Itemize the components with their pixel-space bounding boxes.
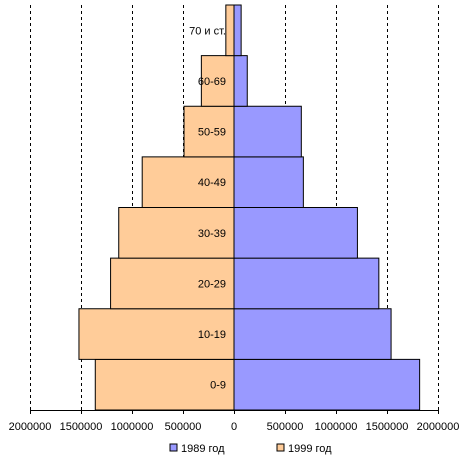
x-tick-label: 2000000 (417, 421, 460, 433)
category-label: 20-29 (198, 278, 226, 290)
x-tick-label: 1000000 (315, 421, 358, 433)
x-tick-label: 1000000 (111, 421, 154, 433)
bar-right (233, 4, 242, 57)
category-label: 0-9 (210, 380, 226, 392)
x-axis: 2000000 1500000 1000000 500000 0 500000 100000… (9, 410, 460, 433)
category-label: 50-59 (198, 127, 226, 139)
bar-left (78, 308, 235, 360)
bar-right (233, 257, 380, 310)
x-tick-label: 1500000 (366, 421, 409, 433)
bar-right (233, 156, 304, 208)
legend-swatch (276, 443, 285, 452)
bar-left (110, 257, 235, 310)
legend: 1989 год 1999 год (169, 443, 332, 455)
category-label: 60-69 (198, 76, 226, 88)
bar-right (233, 105, 302, 158)
bar-left (118, 207, 235, 259)
bar-left (200, 55, 235, 107)
bar-right (233, 358, 421, 411)
bar-left (141, 156, 235, 208)
bars (78, 4, 421, 411)
category-label: 30-39 (198, 228, 226, 240)
bar-right (233, 207, 358, 259)
legend-swatch (169, 443, 178, 452)
category-label: 40-49 (198, 177, 226, 189)
legend-label: 1989 год (181, 443, 225, 455)
bar-left (225, 4, 235, 57)
x-tick-label: 2000000 (9, 421, 52, 433)
category-labels: 0-9 10-19 20-29 30-39 40-49 50-59 60-69 70 и ст… (189, 25, 226, 391)
x-tick-label: 1500000 (60, 421, 103, 433)
x-tick-label: 0 (231, 421, 237, 433)
x-tick-label: 500000 (165, 421, 202, 433)
bar-right (233, 55, 248, 107)
legend-label: 1999 год (288, 443, 332, 455)
category-label: 10-19 (198, 329, 226, 341)
bar-left (183, 105, 235, 158)
category-label: 70 и ст. (189, 25, 226, 37)
x-tick-label: 500000 (267, 421, 304, 433)
bar-right (233, 308, 392, 360)
